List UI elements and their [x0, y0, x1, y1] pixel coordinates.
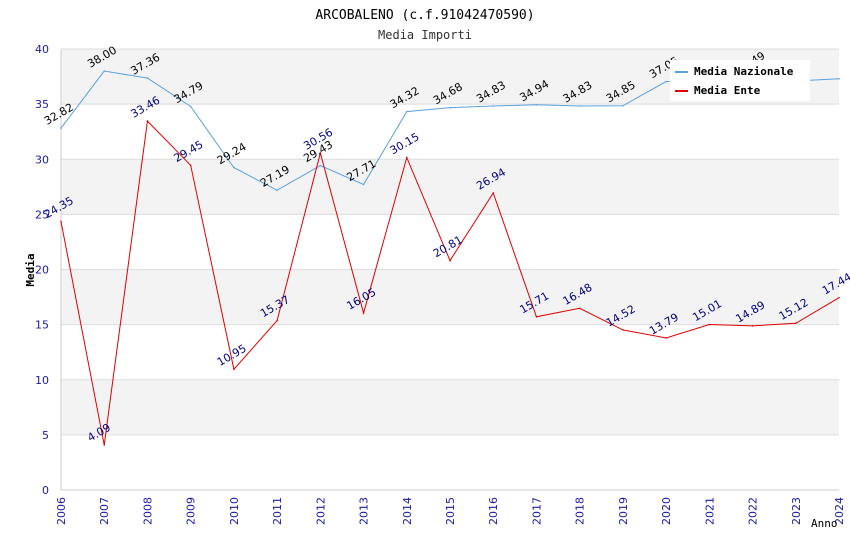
data-point	[146, 77, 149, 79]
legend-box	[670, 60, 810, 101]
x-tick-label: 2006	[55, 497, 68, 525]
data-point	[535, 315, 538, 318]
data-point	[276, 189, 278, 192]
data-point	[449, 106, 451, 109]
data-point	[492, 192, 495, 194]
x-tick-label: 2015	[444, 497, 457, 525]
x-tick-label: 2010	[228, 497, 241, 525]
tick-labels: 0 5 10 15 20 25 30 35 40 2006 2007 2008 2009 2010 2011…	[35, 43, 846, 525]
x-tick-label: 2009	[185, 497, 198, 525]
plot-band	[61, 269, 839, 325]
x-tick-label: 2014	[401, 497, 414, 525]
x-tick-label: 2008	[141, 497, 154, 525]
x-tick-label: 2017	[530, 497, 543, 525]
plot-band	[61, 379, 839, 435]
data-point	[665, 337, 667, 339]
legend-label-nazionale: Media Nazionale	[694, 65, 794, 78]
x-tick-label: 2024	[833, 497, 846, 525]
x-tick-label: 2007	[98, 497, 111, 525]
data-point	[405, 110, 408, 113]
data-point	[233, 166, 235, 169]
data-point	[362, 183, 365, 186]
plot-band	[61, 159, 839, 215]
y-tick-label: 35	[35, 98, 49, 111]
data-point	[233, 368, 235, 371]
y-tick-label: 0	[42, 484, 49, 497]
data-point	[794, 322, 797, 325]
data-point	[189, 105, 192, 108]
chart-title: ARCOBALENO (c.f.91042470590)	[315, 8, 534, 23]
data-point	[449, 259, 451, 262]
x-tick-label: 2018	[574, 497, 587, 525]
data-point	[838, 77, 840, 80]
data-point	[189, 164, 192, 167]
x-tick-label: 2021	[703, 497, 716, 525]
data-point	[60, 127, 62, 129]
y-tick-label: 5	[42, 429, 49, 442]
legend: Media Nazionale Media Ente	[670, 60, 810, 101]
data-point	[492, 105, 495, 107]
y-tick-label: 40	[35, 43, 49, 56]
x-tick-label: 2023	[790, 497, 803, 525]
plot-band	[61, 324, 839, 380]
data-point	[535, 103, 538, 106]
x-tick-label: 2013	[358, 497, 371, 525]
x-tick-label: 2020	[660, 497, 673, 525]
x-tick-label: 2012	[314, 497, 327, 525]
data-point	[578, 307, 581, 310]
y-tick-label: 10	[35, 374, 49, 387]
data-point	[276, 319, 278, 322]
data-point	[405, 156, 408, 159]
plot-band	[61, 104, 839, 160]
data-point	[103, 444, 106, 446]
y-axis-label: Media	[24, 253, 37, 286]
data-point	[751, 325, 754, 327]
data-point	[708, 323, 711, 326]
x-tick-label: 2016	[487, 497, 500, 525]
x-tick-label: 2019	[617, 497, 630, 525]
x-tick-label: 2022	[747, 497, 760, 525]
data-point	[622, 329, 624, 331]
y-tick-label: 25	[35, 208, 49, 221]
data-point	[319, 152, 322, 154]
plot-band	[61, 434, 839, 490]
axes	[60, 49, 839, 491]
data-point	[103, 70, 106, 72]
data-point	[578, 105, 581, 107]
y-tick-label: 30	[35, 153, 49, 166]
chart-subtitle: Media Importi	[378, 28, 472, 42]
legend-label-ente: Media Ente	[694, 84, 761, 97]
y-tick-label: 15	[35, 319, 49, 332]
data-point	[622, 104, 624, 107]
data-point	[146, 120, 149, 122]
data-point	[665, 80, 667, 83]
x-tick-label: 2011	[271, 497, 284, 525]
y-tick-label: 20	[35, 264, 49, 277]
x-axis-label: Anno	[811, 517, 838, 530]
data-point	[838, 296, 840, 299]
data-point	[362, 312, 365, 314]
data-point	[60, 220, 62, 223]
data-point	[319, 164, 322, 167]
